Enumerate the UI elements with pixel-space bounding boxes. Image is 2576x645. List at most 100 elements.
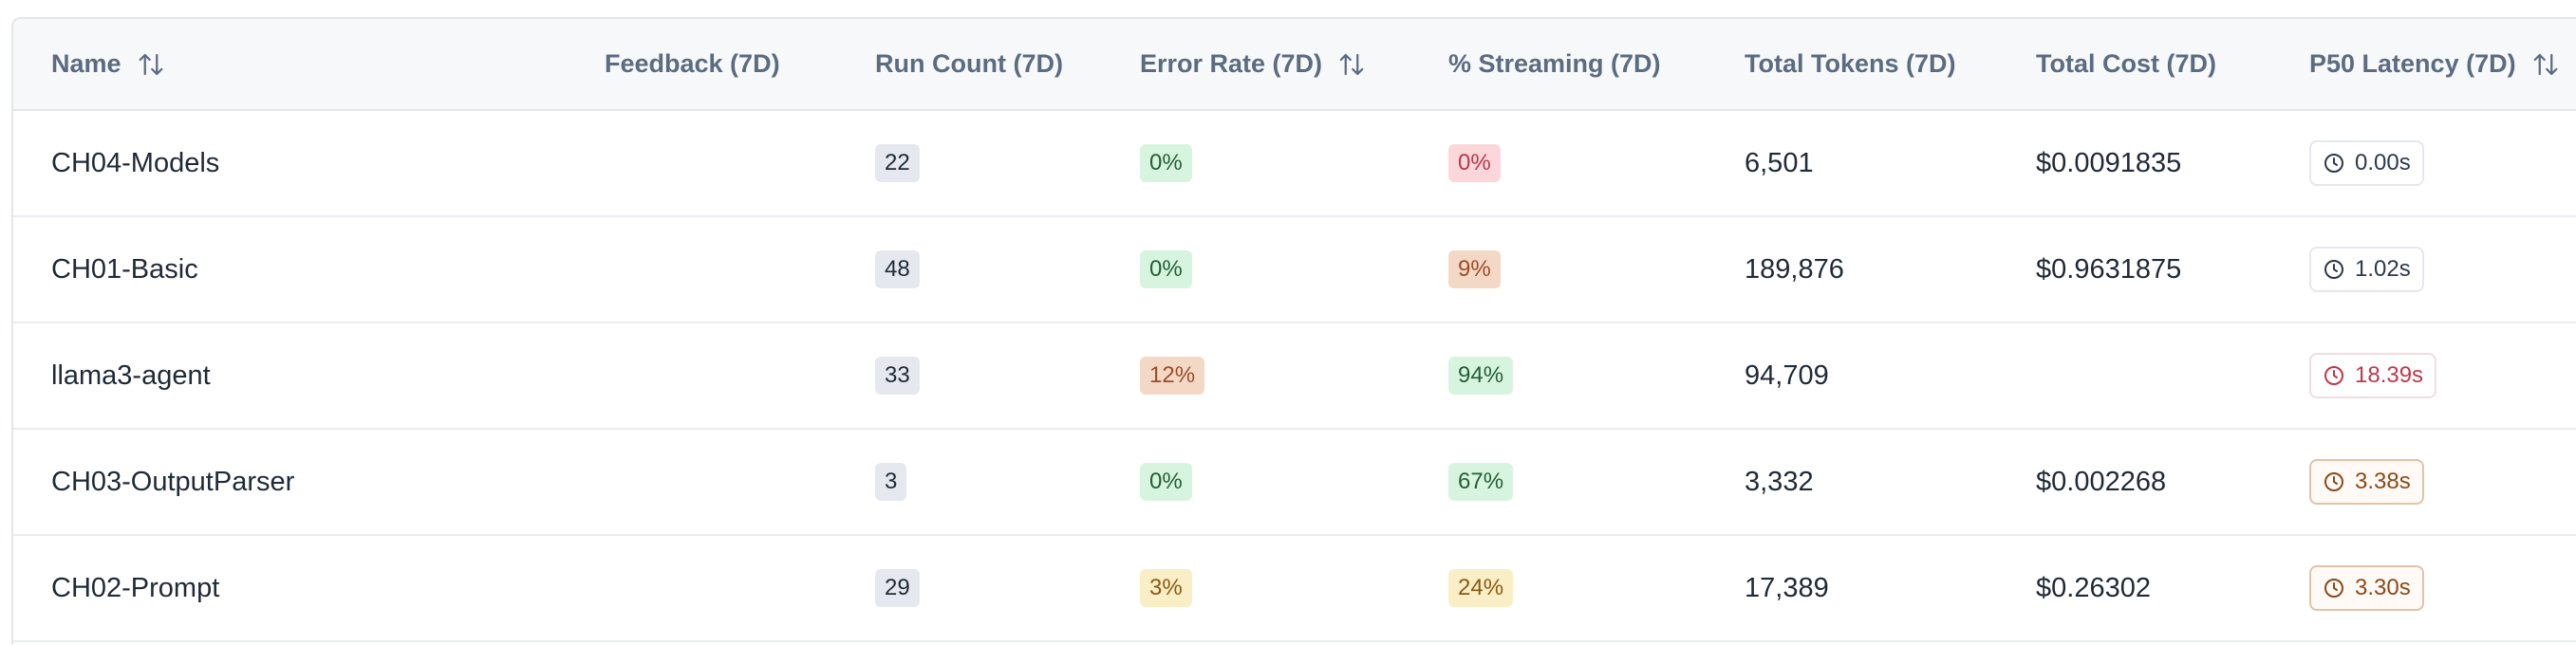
cell-total-cost: $0.002268 — [1998, 429, 2271, 535]
table-header: Name Feedback (7D) Run Count (7D) Error … — [13, 19, 2576, 110]
table-row[interactable]: CH01-Basic 48 0% 9% 189,876 $0.9631875 1.02s — [13, 216, 2576, 322]
latency-value: 1.02s — [2355, 256, 2411, 282]
header-row: Name Feedback (7D) Run Count (7D) Error … — [13, 19, 2576, 110]
cell-total-tokens: 189,876 — [1707, 216, 1998, 322]
cell-feedback — [567, 429, 837, 535]
project-name-link[interactable]: CH04-Models — [51, 147, 220, 178]
cell-total-cost — [1998, 322, 2271, 429]
cell-name[interactable]: CH03-OutputParser — [13, 429, 567, 535]
cell-run-count: 48 — [837, 216, 1102, 322]
cell-feedback — [567, 322, 837, 429]
cell-name[interactable]: CH04-Models — [13, 110, 567, 216]
total-tokens-value: 3,332 — [1745, 466, 1814, 497]
cell-feedback — [567, 110, 837, 216]
column-header-total-tokens[interactable]: Total Tokens (7D) — [1707, 19, 1998, 110]
column-header-label: Name — [51, 49, 121, 78]
cell-total-tokens: 17,389 — [1707, 535, 1998, 641]
cell-error-rate: 0% — [1102, 429, 1410, 535]
streaming-badge: 94% — [1448, 357, 1514, 395]
cell-total-tokens: 3,332 — [1707, 429, 1998, 535]
run-count-badge: 48 — [875, 250, 920, 288]
column-header-label: Run Count (7D) — [875, 49, 1063, 78]
cell-total-tokens: 94,709 — [1707, 322, 1998, 429]
table-row[interactable]: CH03-OutputParser 3 0% 67% 3,332 $0.002268 3.3… — [13, 429, 2576, 535]
column-header-streaming[interactable]: % Streaming (7D) — [1410, 19, 1707, 110]
cell-feedback — [567, 216, 837, 322]
streaming-badge: 67% — [1448, 463, 1514, 501]
project-name-link[interactable]: CH03-OutputParser — [51, 466, 295, 497]
table-row[interactable]: CH04-Models 22 0% 0% 6,501 $0.0091835 0.00s — [13, 110, 2576, 216]
latency-value: 0.00s — [2355, 150, 2411, 175]
total-cost-value: $0.9631875 — [2036, 253, 2182, 285]
table-row[interactable]: CH02-Prompt 29 3% 24% 17,389 $0.26302 3.30s — [13, 535, 2576, 641]
cell-total-cost: $0.0091835 — [1998, 110, 2271, 216]
table-body: CH04-Models 22 0% 0% 6,501 $0.0091835 0.00s CH0… — [13, 110, 2576, 641]
column-header-total-cost[interactable]: Total Cost (7D) — [1998, 19, 2271, 110]
clock-icon — [2324, 154, 2343, 173]
run-count-badge: 33 — [875, 357, 920, 395]
cell-p50-latency: 3.38s — [2271, 429, 2576, 535]
column-header-label: Feedback (7D) — [605, 49, 780, 78]
column-header-run-count[interactable]: Run Count (7D) — [837, 19, 1102, 110]
cell-p50-latency: 18.39s — [2271, 322, 2576, 429]
run-count-badge: 22 — [875, 144, 920, 182]
cell-error-rate: 0% — [1102, 110, 1410, 216]
latency-value: 18.39s — [2355, 362, 2424, 388]
cell-feedback — [567, 535, 837, 641]
total-cost-value: $0.0091835 — [2036, 147, 2182, 178]
column-header-p50-latency[interactable]: P50 Latency (7D) — [2271, 19, 2576, 110]
error-rate-badge: 0% — [1140, 463, 1192, 501]
project-name-link[interactable]: CH01-Basic — [51, 253, 198, 285]
cell-p50-latency: 0.00s — [2271, 110, 2576, 216]
column-header-feedback[interactable]: Feedback (7D) — [567, 19, 837, 110]
projects-table-container: Name Feedback (7D) Run Count (7D) Error … — [11, 17, 2576, 645]
column-header-label: Error Rate (7D) — [1140, 49, 1323, 78]
cell-name[interactable]: CH01-Basic — [13, 216, 567, 322]
cell-error-rate: 12% — [1102, 322, 1410, 429]
sort-arrows-icon[interactable] — [137, 50, 165, 79]
cell-name[interactable]: llama3-agent — [13, 322, 567, 429]
projects-table: Name Feedback (7D) Run Count (7D) Error … — [13, 19, 2576, 642]
latency-value: 3.38s — [2355, 469, 2411, 494]
column-header-label: % Streaming (7D) — [1448, 49, 1661, 78]
cell-run-count: 22 — [837, 110, 1102, 216]
error-rate-badge: 3% — [1140, 569, 1192, 607]
total-tokens-value: 94,709 — [1745, 359, 1829, 391]
cell-p50-latency: 1.02s — [2271, 216, 2576, 322]
error-rate-badge: 12% — [1140, 357, 1205, 395]
run-count-badge: 29 — [875, 569, 920, 607]
cell-p50-latency: 3.30s — [2271, 535, 2576, 641]
latency-badge: 3.38s — [2309, 459, 2424, 505]
column-header-error-rate[interactable]: Error Rate (7D) — [1102, 19, 1410, 110]
project-name-link[interactable]: llama3-agent — [51, 359, 211, 391]
sort-arrows-icon[interactable] — [1337, 50, 1366, 79]
streaming-badge: 24% — [1448, 569, 1514, 607]
latency-badge: 18.39s — [2309, 353, 2437, 398]
cell-name[interactable]: CH02-Prompt — [13, 535, 567, 641]
column-header-label: Total Cost (7D) — [2036, 49, 2216, 78]
total-tokens-value: 189,876 — [1745, 253, 1844, 285]
latency-value: 3.30s — [2355, 575, 2411, 600]
latency-badge: 3.30s — [2309, 565, 2424, 611]
column-header-label: Total Tokens (7D) — [1745, 49, 1956, 78]
run-count-badge: 3 — [875, 463, 907, 501]
cell-run-count: 3 — [837, 429, 1102, 535]
sort-arrows-icon[interactable] — [2531, 50, 2560, 79]
column-header-name[interactable]: Name — [13, 19, 567, 110]
total-cost-value: $0.26302 — [2036, 572, 2151, 603]
cell-streaming: 67% — [1410, 429, 1707, 535]
cell-run-count: 33 — [837, 322, 1102, 429]
table-row[interactable]: llama3-agent 33 12% 94% 94,709 18.39s — [13, 322, 2576, 429]
latency-badge: 0.00s — [2309, 140, 2424, 186]
project-name-link[interactable]: CH02-Prompt — [51, 572, 220, 603]
streaming-badge: 0% — [1448, 144, 1501, 182]
clock-icon — [2324, 472, 2343, 491]
clock-icon — [2324, 260, 2343, 279]
cell-run-count: 29 — [837, 535, 1102, 641]
cell-streaming: 9% — [1410, 216, 1707, 322]
clock-icon — [2324, 579, 2343, 598]
total-cost-value: $0.002268 — [2036, 466, 2167, 497]
streaming-badge: 9% — [1448, 250, 1501, 288]
total-tokens-value: 6,501 — [1745, 147, 1814, 178]
error-rate-badge: 0% — [1140, 144, 1192, 182]
